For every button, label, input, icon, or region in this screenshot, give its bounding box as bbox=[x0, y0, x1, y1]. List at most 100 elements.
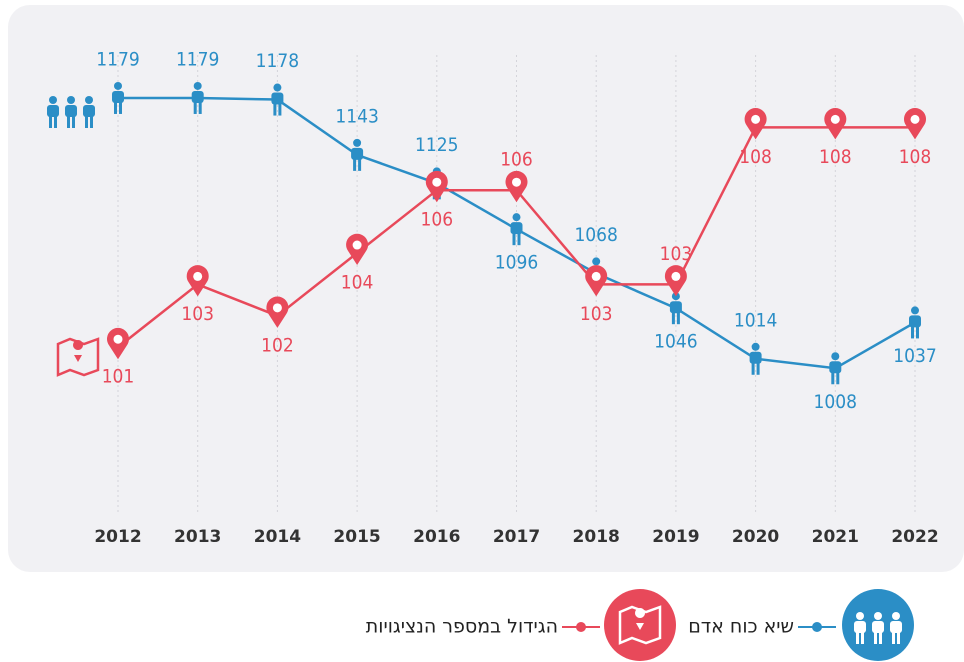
data-label: 101 bbox=[102, 366, 135, 388]
pin-marker bbox=[107, 327, 129, 360]
icon-pin-hole bbox=[910, 114, 920, 124]
person-marker bbox=[829, 352, 842, 385]
data-label: 103 bbox=[660, 243, 693, 265]
icon-pin-hole bbox=[751, 114, 761, 124]
data-label: 104 bbox=[341, 272, 374, 294]
icon-leg bbox=[512, 233, 516, 246]
person-marker bbox=[510, 213, 523, 246]
data-label: 108 bbox=[739, 146, 772, 168]
x-tick-label: 2018 bbox=[573, 527, 620, 547]
data-label: 1125 bbox=[415, 134, 459, 156]
data-label: 1008 bbox=[814, 391, 858, 413]
icon-leg bbox=[671, 312, 675, 325]
data-label: 108 bbox=[819, 146, 852, 168]
icon-body bbox=[669, 301, 682, 314]
data-label: 1096 bbox=[495, 252, 539, 274]
icon-body bbox=[749, 351, 762, 364]
legend-map bbox=[618, 605, 662, 645]
data-label: 1178 bbox=[256, 50, 300, 72]
pin-marker bbox=[744, 108, 767, 140]
icon-leg bbox=[517, 233, 521, 246]
data-label: 106 bbox=[420, 209, 453, 231]
data-label: 102 bbox=[261, 334, 294, 356]
pin-marker bbox=[585, 265, 608, 297]
data-label: 1179 bbox=[96, 48, 140, 70]
pin-marker bbox=[664, 265, 687, 297]
x-tick-label: 2021 bbox=[812, 527, 859, 547]
data-label: 106 bbox=[500, 149, 533, 171]
icon-leg bbox=[358, 158, 362, 171]
panel bbox=[8, 5, 964, 572]
icon-leg bbox=[193, 101, 197, 114]
icon-body bbox=[112, 90, 124, 103]
icon-pin-hole bbox=[113, 334, 123, 344]
icon-body bbox=[909, 315, 921, 328]
icon-body bbox=[829, 361, 842, 374]
icon-head bbox=[911, 306, 919, 315]
data-label: 1068 bbox=[574, 224, 618, 246]
person-marker bbox=[271, 83, 284, 116]
x-tick-label: 2015 bbox=[333, 527, 380, 547]
icon-leg bbox=[198, 101, 202, 114]
legend-dot bbox=[812, 622, 822, 632]
icon-pin-hole bbox=[272, 303, 282, 313]
x-tick-label: 2019 bbox=[652, 527, 699, 547]
person-marker bbox=[191, 81, 204, 114]
icon-leg bbox=[273, 103, 277, 116]
person-marker bbox=[669, 292, 682, 325]
icon-head bbox=[114, 81, 122, 90]
icon-leg bbox=[353, 158, 357, 171]
icon-head bbox=[592, 257, 601, 266]
icon-pin-hole bbox=[352, 240, 362, 250]
pin-marker bbox=[425, 170, 448, 203]
x-tick-label: 2016 bbox=[413, 527, 460, 547]
data-label: 1014 bbox=[734, 309, 778, 331]
x-tick-label: 2022 bbox=[891, 527, 938, 547]
person-marker bbox=[749, 342, 762, 375]
icon-leg bbox=[911, 326, 914, 339]
icon-pin-hole bbox=[193, 271, 203, 281]
icon-pin-hole bbox=[591, 271, 601, 281]
icon-body bbox=[271, 92, 284, 105]
icon-head bbox=[273, 83, 282, 92]
icon-pin-hole bbox=[512, 177, 521, 187]
icon-head bbox=[353, 138, 362, 147]
legend: שיא כוח אדם הגידול במספר הנציגויות bbox=[366, 589, 914, 661]
icon-body bbox=[351, 147, 364, 160]
person-marker bbox=[351, 138, 364, 171]
icon-leg bbox=[751, 362, 755, 375]
pin-marker bbox=[505, 170, 528, 203]
data-label: 103 bbox=[181, 303, 214, 325]
legend-label: שיא כוח אדם bbox=[688, 616, 794, 638]
pin-marker bbox=[824, 108, 847, 140]
data-label: 1143 bbox=[335, 105, 379, 127]
icon-leg bbox=[114, 101, 117, 114]
data-label: 1037 bbox=[893, 345, 937, 367]
icon-leg bbox=[916, 326, 919, 339]
pin-marker bbox=[266, 296, 289, 328]
x-tick-label: 2014 bbox=[254, 527, 301, 547]
icon-leg bbox=[836, 372, 840, 385]
x-tick-label: 2013 bbox=[174, 527, 221, 547]
person-marker bbox=[909, 306, 921, 339]
pin-marker bbox=[346, 233, 369, 266]
icon-leg bbox=[756, 362, 760, 375]
icon-body bbox=[191, 90, 204, 103]
data-label: 1179 bbox=[176, 48, 220, 70]
icon-pin-hole bbox=[671, 271, 681, 281]
icon-pin-hole bbox=[432, 177, 442, 187]
icon-body bbox=[510, 222, 523, 235]
x-tick-label: 2012 bbox=[94, 527, 141, 547]
x-tick-label: 2017 bbox=[493, 527, 540, 547]
data-label: 1046 bbox=[654, 331, 698, 353]
person-marker bbox=[112, 81, 124, 114]
icon-pin-hole bbox=[830, 114, 840, 124]
icon-leg bbox=[119, 101, 122, 114]
icon-head bbox=[193, 81, 202, 90]
legend-dot bbox=[576, 622, 586, 632]
legend-people bbox=[854, 612, 902, 644]
icon-leg bbox=[831, 372, 835, 385]
pin-marker bbox=[186, 265, 209, 297]
map-icon bbox=[56, 337, 100, 377]
